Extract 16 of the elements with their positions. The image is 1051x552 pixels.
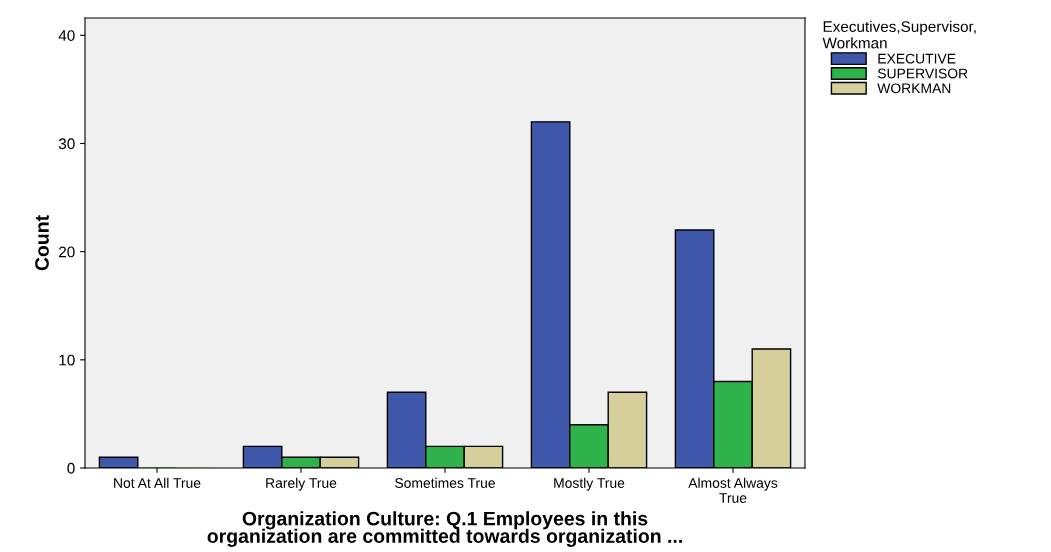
legend-title: Executives,Supervisor, Workman <box>822 20 976 49</box>
x-tick-label: Mostly True <box>554 477 625 491</box>
x-tick-label: Not At All True <box>114 477 201 488</box>
y-tick-label: 20 <box>59 246 75 258</box>
x-tick-label: Sometimes True <box>395 477 495 488</box>
legend-label: EXECUTIVE <box>878 53 956 64</box>
y-tick-label: 40 <box>58 30 75 41</box>
x-tick-label: Almost Always True <box>688 477 778 503</box>
legend-label: WORKMAN <box>877 83 951 94</box>
x-axis-title: Organization Culture: Q.1 Employees in this organization are committed towards organization ... <box>207 511 682 547</box>
y-axis-title: Count <box>35 215 49 271</box>
y-tick-label: 0 <box>67 462 75 474</box>
y-tick-label: 10 <box>59 354 75 366</box>
legend-label: SUPERVISOR <box>877 68 968 79</box>
y-tick-label: 30 <box>58 138 75 150</box>
x-tick-label: Rarely True <box>266 477 337 491</box>
